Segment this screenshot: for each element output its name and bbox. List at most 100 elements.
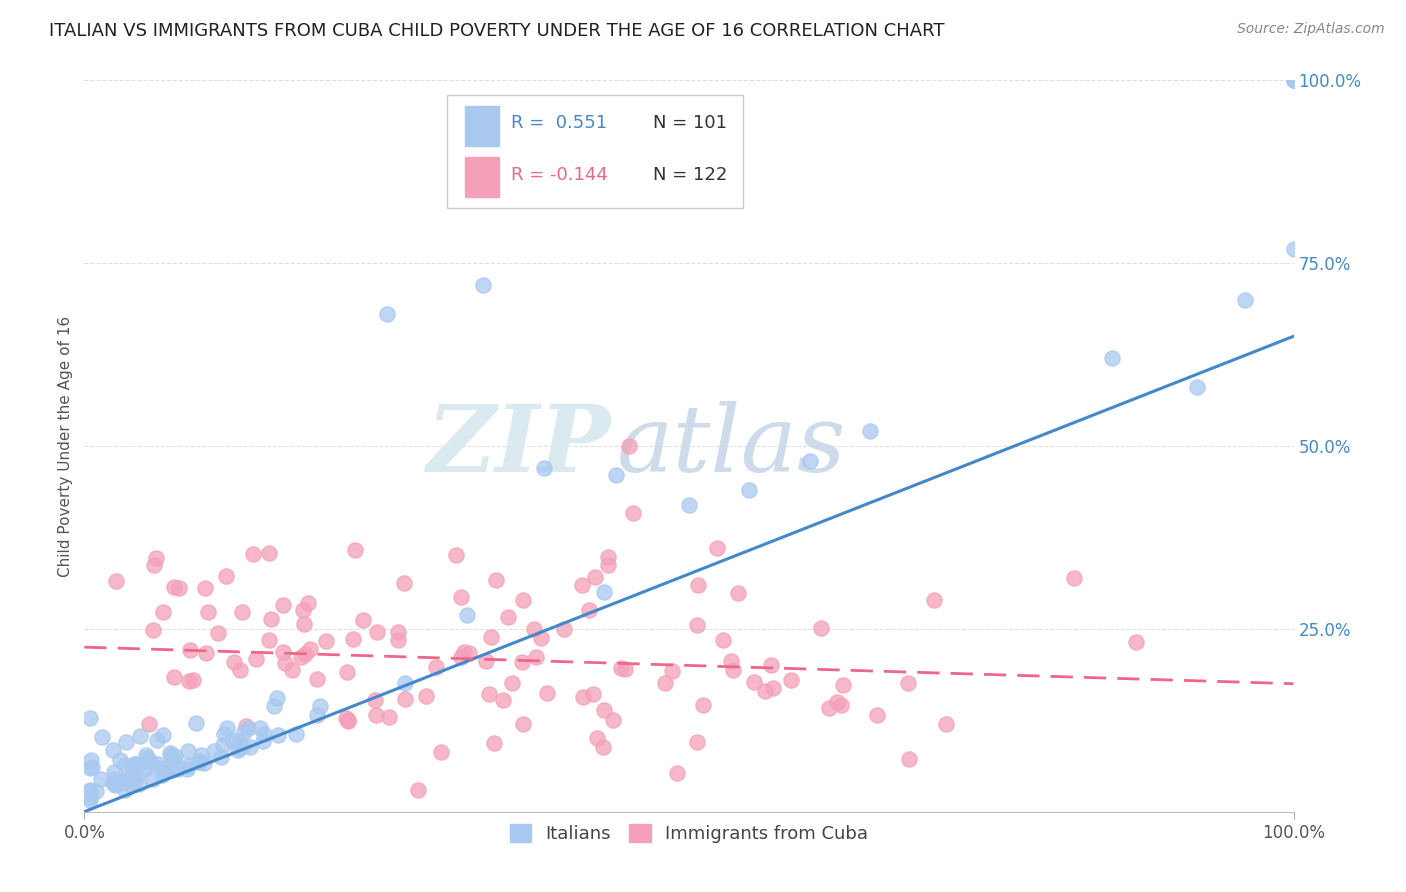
Point — [145, 550, 167, 565]
Point — [135, 750, 157, 764]
Point — [754, 683, 776, 698]
Point — [512, 593, 534, 607]
Point — [485, 574, 508, 588]
Point — [128, 777, 150, 791]
Point — [1063, 571, 1085, 585]
Point — [472, 278, 495, 293]
Point — [825, 695, 848, 709]
Point — [523, 622, 546, 636]
Point — [260, 612, 283, 626]
Point — [128, 729, 150, 743]
Point — [229, 663, 252, 677]
Point — [142, 623, 165, 637]
Point — [1282, 73, 1305, 87]
Point — [152, 729, 174, 743]
Point — [457, 646, 479, 660]
Point — [152, 606, 174, 620]
Point — [692, 698, 714, 712]
Point — [163, 753, 186, 767]
Point — [592, 702, 614, 716]
Point — [762, 681, 785, 695]
Point — [866, 707, 889, 722]
Point — [378, 710, 401, 724]
Point — [238, 721, 260, 735]
Point — [415, 689, 437, 703]
Point — [526, 650, 548, 665]
Point — [450, 591, 472, 605]
Point — [450, 650, 472, 665]
Point — [160, 748, 183, 763]
Point — [263, 699, 285, 714]
Point — [623, 506, 645, 520]
Point — [512, 717, 534, 731]
Point — [425, 659, 447, 673]
Text: atlas: atlas — [616, 401, 846, 491]
Point — [571, 690, 593, 704]
Point — [112, 773, 135, 788]
Point — [181, 673, 204, 687]
Point — [162, 580, 184, 594]
Point — [799, 453, 821, 467]
Point — [252, 733, 274, 747]
Point — [619, 439, 641, 453]
Point — [167, 582, 190, 596]
Point — [146, 733, 169, 747]
Point — [207, 626, 229, 640]
Point — [335, 711, 357, 725]
Point — [444, 548, 467, 562]
Point — [188, 755, 211, 769]
Point — [366, 708, 388, 723]
Point — [228, 740, 250, 755]
Point — [654, 676, 676, 690]
Point — [188, 754, 211, 768]
Point — [305, 672, 328, 686]
Point — [188, 755, 211, 769]
Point — [159, 746, 181, 760]
Point — [79, 782, 101, 797]
Point — [239, 740, 262, 755]
Text: N = 122: N = 122 — [652, 167, 727, 185]
Point — [859, 425, 882, 439]
Point — [727, 585, 749, 599]
Point — [387, 632, 409, 647]
Point — [366, 624, 388, 639]
Point — [103, 765, 125, 780]
Text: R =  0.551: R = 0.551 — [512, 113, 607, 132]
Point — [110, 774, 132, 789]
Point — [121, 772, 143, 786]
Point — [496, 610, 519, 624]
Point — [108, 753, 131, 767]
Point — [686, 618, 709, 632]
Text: R = -0.144: R = -0.144 — [512, 167, 607, 185]
Point — [124, 756, 146, 771]
Point — [176, 762, 198, 776]
Point — [614, 661, 637, 675]
Point — [142, 558, 165, 572]
Point — [817, 700, 839, 714]
Point — [596, 558, 619, 573]
Point — [492, 693, 515, 707]
Point — [571, 578, 593, 592]
Point — [284, 727, 307, 741]
Point — [84, 784, 107, 798]
Point — [167, 762, 190, 776]
Point — [104, 779, 127, 793]
Point — [142, 772, 165, 786]
Text: ITALIAN VS IMMIGRANTS FROM CUBA CHILD POVERTY UNDER THE AGE OF 16 CORRELATION CH: ITALIAN VS IMMIGRANTS FROM CUBA CHILD PO… — [49, 22, 945, 40]
Point — [267, 728, 290, 742]
Point — [124, 756, 146, 771]
Point — [294, 647, 316, 661]
Point — [217, 721, 239, 735]
Point — [406, 782, 429, 797]
Point — [706, 541, 728, 556]
Point — [721, 664, 744, 678]
Point — [152, 764, 174, 779]
Point — [146, 757, 169, 772]
Point — [484, 735, 506, 749]
Point — [291, 603, 314, 617]
Point — [553, 622, 575, 636]
Text: N = 101: N = 101 — [652, 113, 727, 132]
Point — [80, 753, 103, 767]
Point — [235, 719, 257, 733]
Legend: Italians, Immigrants from Cuba: Italians, Immigrants from Cuba — [502, 817, 876, 850]
